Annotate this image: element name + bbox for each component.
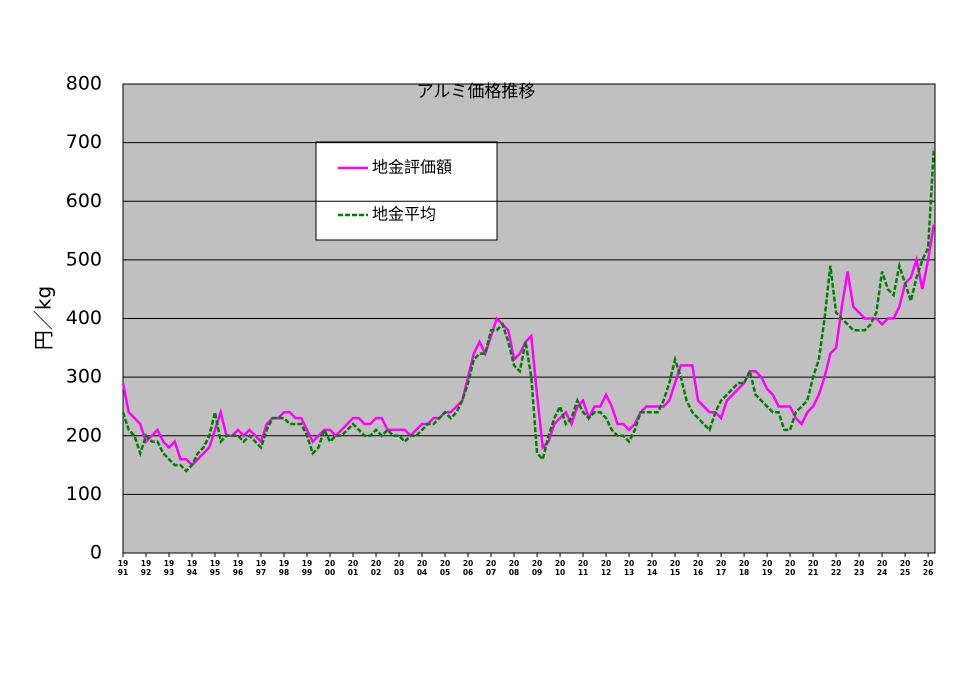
x-tick-label: 20 07 [485,559,497,577]
y-tick-label: 400 [66,307,102,329]
y-tick-label: 600 [66,190,102,212]
y-tick-label: 700 [66,131,102,153]
x-tick-label: 20 08 [508,559,520,577]
y-tick-label: 500 [66,248,102,270]
x-tick-label: 19 92 [140,559,152,577]
x-tick-label: 20 15 [669,559,681,577]
x-tick-label: 20 03 [393,559,405,577]
x-tick-label: 20 23 [853,559,865,577]
x-tick-label: 20 10 [554,559,566,577]
series-line [121,224,936,467]
series-line [121,148,936,473]
x-tick-label: 19 98 [278,559,290,577]
x-tick-label: 19 96 [232,559,244,577]
x-tick-label: 20 24 [876,559,888,577]
legend-label: 地金平均 [372,205,436,224]
x-tick-label: 20 04 [416,559,428,577]
legend [315,141,498,241]
x-tick-label: 20 22 [830,559,842,577]
y-tick-label: 0 [90,542,102,564]
x-tick-label: 20 14 [646,559,658,577]
x-tick-label: 20 26 [922,559,934,577]
x-tick-label: 20 12 [600,559,612,577]
x-tick-label: 19 91 [117,559,129,577]
y-axis-label: 円／kg [32,286,56,350]
x-tick-label: 20 05 [439,559,451,577]
chart-title: アルミ価格推移 [417,82,536,102]
x-tick-label: 19 94 [186,559,198,577]
x-tick-label: 20 06 [462,559,474,577]
x-tick-label: 20 18 [738,559,750,577]
legend-label: 地金評価額 [372,158,452,177]
y-tick-label: 200 [66,424,102,446]
x-tick-label: 19 97 [255,559,267,577]
x-tick-label: 20 20 [784,559,796,577]
x-tick-label: 20 16 [692,559,704,577]
x-tick-label: 20 13 [623,559,635,577]
x-tick-label: 19 99 [301,559,313,577]
x-tick-label: 20 17 [715,559,727,577]
x-tick-label: 20 19 [761,559,773,577]
x-tick-label: 19 95 [209,559,221,577]
x-tick-label: 20 09 [531,559,543,577]
x-tick-label: 20 25 [899,559,911,577]
y-tick-label: 300 [66,366,102,388]
y-tick-label: 800 [66,73,102,95]
x-tick-label: 20 11 [577,559,589,577]
y-tick-label: 100 [66,483,102,505]
x-tick-label: 20 21 [807,559,819,577]
x-tick-label: 20 00 [324,559,336,577]
x-tick-label: 20 02 [370,559,382,577]
x-tick-label: 20 01 [347,559,359,577]
x-tick-label: 19 93 [163,559,175,577]
